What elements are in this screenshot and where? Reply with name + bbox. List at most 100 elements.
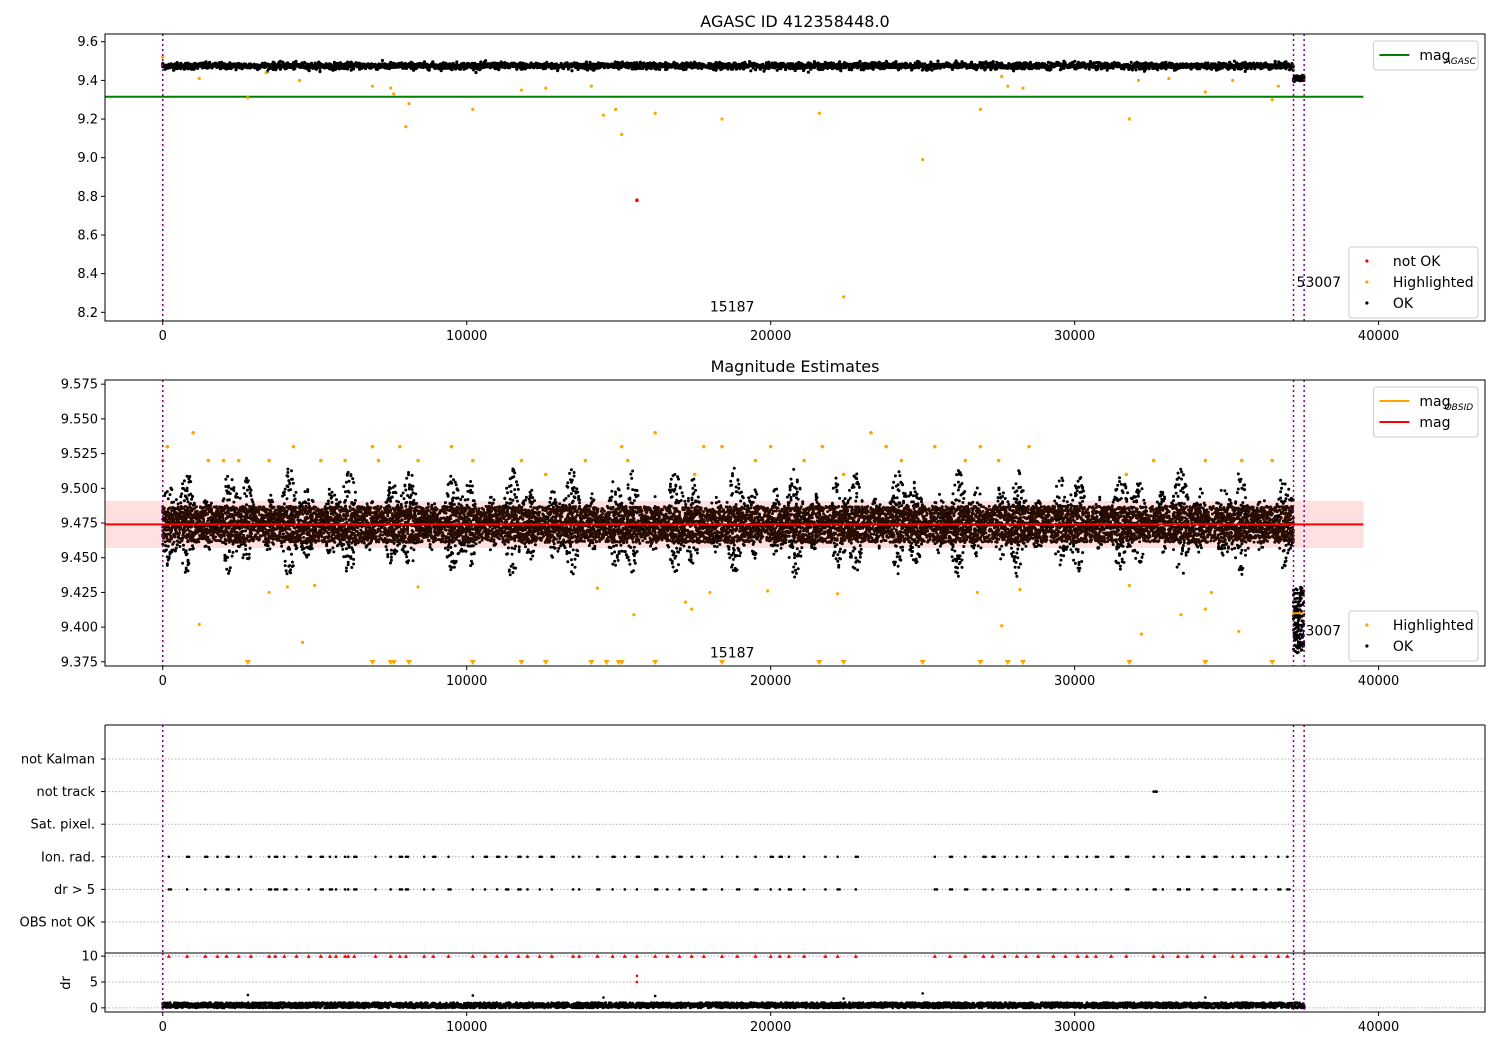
clipped-point-marker bbox=[244, 660, 251, 665]
highlighted-point bbox=[416, 458, 420, 463]
clipped-dr-marker bbox=[622, 954, 627, 958]
axes: 0 10000 20000 30000 40000 9.375 9.400 9.425 9.45… bbox=[61, 378, 1486, 689]
clipped-dr-marker bbox=[1230, 954, 1235, 958]
highlighted-point bbox=[1276, 84, 1280, 88]
highlighted-point bbox=[197, 76, 201, 81]
clipped-dr-marker bbox=[403, 954, 409, 958]
highlighted-point bbox=[842, 295, 846, 299]
highlighted-point bbox=[620, 132, 624, 137]
clipped-dr-marker bbox=[1051, 954, 1056, 958]
highlighted-point bbox=[692, 472, 697, 477]
legend-label: mag bbox=[1419, 415, 1450, 431]
ok-points-tail bbox=[1291, 73, 1306, 84]
highlighted-point bbox=[1139, 632, 1144, 636]
highlighted-point bbox=[1127, 117, 1131, 121]
panel-title: Magnitude Estimates bbox=[711, 357, 880, 376]
clipped-dr-marker bbox=[665, 954, 670, 958]
highlighted-point bbox=[313, 583, 317, 588]
highlighted-point bbox=[626, 458, 630, 463]
highlighted-point bbox=[683, 600, 688, 604]
clipped-dr-marker bbox=[1285, 954, 1290, 958]
clipped-dr-marker bbox=[652, 954, 658, 958]
highlighted-point bbox=[165, 444, 170, 449]
x-tick-label: 10000 bbox=[446, 329, 487, 344]
y-tick-label: 5 bbox=[90, 975, 98, 990]
clipped-dr-marker bbox=[266, 954, 272, 958]
clipped-dr-marker bbox=[482, 954, 488, 958]
y-tick-label: 9.425 bbox=[61, 586, 98, 601]
highlighted-point bbox=[471, 107, 475, 111]
clipped-dr-marker bbox=[1124, 954, 1129, 958]
clipped-dr-marker bbox=[634, 954, 640, 958]
x-tick-label: 40000 bbox=[1358, 329, 1399, 344]
clipped-dr-marker bbox=[282, 954, 287, 958]
clipped-dr-marker bbox=[1108, 954, 1114, 958]
highlighted-point bbox=[470, 458, 475, 463]
highlighted-point bbox=[921, 158, 925, 162]
highlighted-point bbox=[720, 117, 724, 121]
highlighted-point bbox=[1270, 98, 1274, 102]
axes: not Kalman not track Sat. pixel. Ion. rad. d… bbox=[20, 724, 1486, 953]
highlighted-point bbox=[1021, 86, 1025, 90]
highlighted-point bbox=[376, 458, 381, 463]
clipped-dr-marker bbox=[1184, 954, 1190, 958]
highlighted-point bbox=[802, 458, 806, 463]
y-tick-label: 9.2 bbox=[77, 113, 98, 128]
clipped-point-marker bbox=[618, 660, 625, 665]
flags-panel: not Kalman not track Sat. pixel. Ion. rad. d… bbox=[20, 724, 1486, 953]
highlighted-point bbox=[996, 458, 1001, 463]
clipped-point-marker bbox=[919, 660, 926, 665]
highlighted-point bbox=[933, 444, 937, 449]
plot-area bbox=[105, 725, 1485, 953]
highlighted-point bbox=[1127, 583, 1131, 588]
panel-title: AGASC ID 412358448.0 bbox=[700, 12, 889, 31]
highlighted-point bbox=[632, 613, 636, 617]
highlighted-point bbox=[449, 444, 454, 449]
clipped-point-marker bbox=[1019, 660, 1026, 665]
clipped-dr-marker bbox=[421, 954, 427, 958]
y-tick-label: 9.475 bbox=[61, 517, 98, 532]
legend-point-status: not OK Highlighted OK bbox=[1348, 246, 1479, 319]
highlighted-point bbox=[1237, 629, 1241, 633]
x-tick-label: 30000 bbox=[1054, 674, 1095, 689]
dr-point bbox=[1204, 996, 1207, 999]
clipped-dr-marker bbox=[1276, 954, 1281, 958]
clipped-point-marker bbox=[518, 660, 525, 665]
x-tick-label: 30000 bbox=[1054, 329, 1095, 344]
x-tick-label: 10000 bbox=[446, 1020, 487, 1035]
legend-marker-swatch bbox=[1365, 644, 1369, 648]
legend-label-subscript: OBSID bbox=[1445, 403, 1474, 413]
clipped-dr-marker bbox=[753, 954, 758, 958]
legend-box bbox=[1372, 386, 1479, 438]
y-tick-label: OBS not OK bbox=[20, 916, 96, 931]
highlighted-point bbox=[319, 458, 323, 463]
clipped-dr-marker bbox=[318, 954, 324, 958]
clipped-point-marker bbox=[603, 660, 610, 665]
dr-point bbox=[246, 993, 250, 997]
highlighted-point bbox=[1203, 458, 1208, 463]
y-tick-label: 8.4 bbox=[77, 267, 98, 282]
y-tick-label: 8.6 bbox=[77, 228, 98, 243]
highlighted-point bbox=[884, 444, 888, 449]
highlighted-point bbox=[1179, 613, 1183, 617]
highlighted-point bbox=[407, 101, 411, 106]
not-ok-point bbox=[635, 198, 639, 203]
highlighted-point bbox=[619, 444, 624, 449]
clipped-dr-marker bbox=[777, 954, 783, 958]
legend-marker-swatch bbox=[1365, 301, 1369, 305]
highlighted-point bbox=[267, 590, 271, 595]
clipped-dr-marker bbox=[576, 954, 582, 958]
clipped-dr-marker bbox=[431, 954, 436, 958]
highlighted-point bbox=[246, 96, 250, 100]
y-tick-label: 9.575 bbox=[61, 378, 98, 393]
highlighted-point bbox=[1209, 590, 1214, 595]
legend-marker-swatch bbox=[1365, 623, 1369, 627]
highlighted-point bbox=[899, 458, 904, 463]
y-tick-label: 9.500 bbox=[61, 482, 98, 497]
highlighted-point bbox=[191, 430, 195, 435]
highlighted-point bbox=[221, 458, 226, 463]
highlighted-point bbox=[404, 125, 408, 129]
highlighted-point bbox=[370, 84, 375, 88]
highlighted-point bbox=[1240, 458, 1244, 463]
